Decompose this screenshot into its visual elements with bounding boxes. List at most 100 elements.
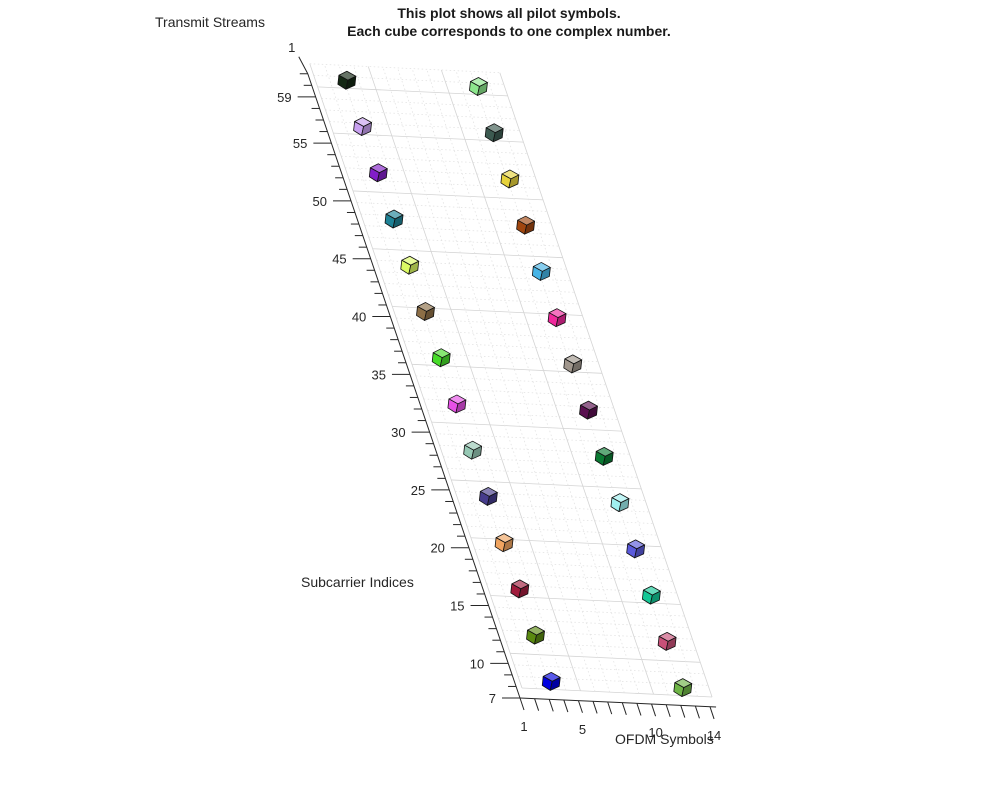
cube-marker-x3-y15 xyxy=(510,579,530,599)
cube-right-face xyxy=(345,75,357,90)
chart-title: This plot shows all pilot symbols. Each … xyxy=(259,4,759,40)
y-tick-label-25: 25 xyxy=(411,483,425,498)
cube-right-face xyxy=(424,307,435,321)
cube-marker-x12-y15 xyxy=(641,585,661,605)
z-axis-line xyxy=(298,56,309,74)
x-tick-1 xyxy=(519,697,525,711)
cube-right-face xyxy=(555,313,567,328)
cube-right-face xyxy=(439,353,451,368)
x-tick-7 xyxy=(607,701,613,715)
cube-marker-x12-y39 xyxy=(547,308,567,328)
y-tick-label-30: 30 xyxy=(391,425,405,440)
grid-line-y-14 xyxy=(494,606,685,617)
x-tick-6 xyxy=(592,701,598,714)
cube-marker-x3-y51 xyxy=(368,163,388,183)
cube-right-face xyxy=(392,214,404,229)
grid-line-y-57 xyxy=(325,109,516,120)
y-tick-label-15: 15 xyxy=(450,599,464,614)
grid-line-y-25 xyxy=(451,479,642,490)
cube-marker-x12-y47 xyxy=(516,215,536,235)
cube-right-face xyxy=(455,399,467,414)
grid-line-y-29 xyxy=(435,433,626,444)
y-tick-label-20: 20 xyxy=(430,541,444,556)
x-tick-8 xyxy=(621,702,627,715)
grid-line-y-17 xyxy=(482,572,673,582)
x-tick-10 xyxy=(651,704,657,717)
y-tick-label-40: 40 xyxy=(352,310,366,325)
chart-markers xyxy=(337,70,693,697)
grid-line-y-21 xyxy=(466,525,658,536)
grid-line-y-37 xyxy=(404,340,595,351)
x-axis-line xyxy=(519,697,717,708)
cube-marker-x3-y47 xyxy=(384,209,404,229)
grid-line-x-5 xyxy=(367,66,581,691)
y-tick-label-10: 10 xyxy=(470,656,484,671)
x-tick-9 xyxy=(636,703,642,716)
cube-marker-x12-y43 xyxy=(531,262,551,281)
x-tick-13 xyxy=(694,706,700,719)
grid-line-x-7 xyxy=(397,67,611,693)
cube-right-face xyxy=(681,683,693,697)
y-tick-label-59: 59 xyxy=(277,90,291,105)
grid-line-x-13 xyxy=(484,71,698,697)
cube-right-face xyxy=(502,538,514,553)
cube-right-face xyxy=(587,405,598,420)
cube-marker-x12-y51 xyxy=(500,169,520,189)
x-axis-label: OFDM Symbols xyxy=(615,731,714,747)
cube-right-face xyxy=(376,168,388,183)
cube-marker-x12-y27 xyxy=(594,446,614,466)
cube-right-face xyxy=(649,590,661,605)
cube-marker-x12-y7 xyxy=(673,678,693,697)
cube-right-face xyxy=(361,122,373,136)
grid-line-x-4 xyxy=(353,65,567,691)
grid-line-y-54 xyxy=(337,144,528,155)
cube-marker-x3-y43 xyxy=(400,255,420,275)
cube-right-face xyxy=(518,584,530,599)
cube-marker-x3-y39 xyxy=(416,302,435,321)
cube-right-face xyxy=(471,445,483,460)
cube-right-face xyxy=(408,260,420,275)
x-tick-4 xyxy=(563,699,569,713)
cube-marker-x12-y31 xyxy=(579,400,598,420)
cube-marker-x3-y7 xyxy=(541,671,561,691)
cube-marker-x3-y59 xyxy=(337,70,357,90)
y-axis-label: Subcarrier Indices xyxy=(301,574,414,590)
grid-line-x-14 xyxy=(499,72,713,698)
cube-right-face xyxy=(634,544,646,559)
x-tick-label-1: 1 xyxy=(520,719,527,734)
cube-marker-x12-y19 xyxy=(626,539,646,559)
x-tick-label-10: 10 xyxy=(648,725,662,740)
x-tick-11 xyxy=(665,704,671,718)
cube-right-face xyxy=(477,82,488,96)
grid-line-x-2 xyxy=(324,64,537,689)
grid-line-y-30 xyxy=(431,421,622,432)
cube-marker-x3-y27 xyxy=(463,440,483,460)
x-tick-12 xyxy=(680,705,686,718)
grid-line-y-34 xyxy=(415,375,606,386)
cube-marker-x12-y11 xyxy=(657,631,677,651)
x-tick-5 xyxy=(578,700,583,713)
grid-line-x-10 xyxy=(440,69,654,695)
y-tick-label-50: 50 xyxy=(313,194,327,209)
grid-line-y-61 xyxy=(309,63,500,74)
cube-right-face xyxy=(602,451,614,466)
grid-line-y-26 xyxy=(447,467,638,478)
grid-line-y-46 xyxy=(368,236,559,247)
chart-axes xyxy=(297,56,717,720)
grid-line-y-38 xyxy=(400,329,591,340)
grid-line-x-1 xyxy=(309,63,523,689)
grid-line-y-53 xyxy=(341,155,532,166)
z-axis-label: Transmit Streams xyxy=(155,14,265,30)
cube-right-face xyxy=(524,220,536,235)
grid-line-y-13 xyxy=(498,618,689,629)
cube-right-face xyxy=(571,359,583,374)
cube-marker-x3-y23 xyxy=(478,487,498,506)
grid-line-y-10 xyxy=(510,652,701,663)
cube-right-face xyxy=(534,630,545,645)
x-tick-2 xyxy=(534,698,540,711)
cube-marker-x3-y35 xyxy=(431,348,451,368)
grid-line-y-58 xyxy=(321,98,512,108)
cube-marker-x3-y31 xyxy=(447,394,467,414)
x-tick-3 xyxy=(548,699,554,712)
